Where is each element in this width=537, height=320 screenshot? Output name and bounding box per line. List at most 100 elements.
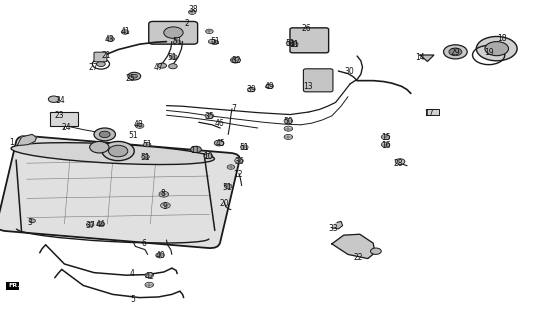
Circle shape: [145, 282, 154, 287]
Text: 7: 7: [231, 104, 236, 113]
FancyBboxPatch shape: [149, 21, 198, 44]
Text: 23: 23: [54, 111, 64, 120]
Circle shape: [164, 27, 183, 38]
Circle shape: [444, 45, 467, 59]
Text: 14: 14: [416, 53, 425, 62]
Circle shape: [235, 158, 243, 163]
Circle shape: [395, 159, 405, 164]
Text: 1: 1: [10, 138, 14, 147]
Text: 48: 48: [134, 120, 143, 129]
Text: 26: 26: [301, 24, 311, 33]
Circle shape: [90, 141, 109, 153]
Text: 21: 21: [101, 52, 111, 60]
Text: 3: 3: [27, 218, 32, 227]
Text: 28: 28: [394, 159, 403, 168]
FancyBboxPatch shape: [290, 28, 329, 53]
Text: 8: 8: [161, 189, 165, 198]
Circle shape: [131, 74, 137, 78]
Text: 25: 25: [125, 74, 135, 83]
FancyBboxPatch shape: [0, 136, 240, 248]
Text: 35: 35: [205, 112, 214, 121]
Text: 12: 12: [233, 170, 243, 179]
Text: 51: 51: [168, 53, 177, 62]
Text: 46: 46: [215, 119, 224, 128]
Circle shape: [291, 42, 298, 46]
Text: 51: 51: [141, 153, 150, 162]
Circle shape: [211, 40, 219, 44]
Text: 4: 4: [129, 269, 134, 278]
Circle shape: [128, 72, 141, 80]
Circle shape: [371, 248, 381, 254]
Text: 43: 43: [105, 35, 114, 44]
Circle shape: [205, 113, 214, 118]
Text: 38: 38: [188, 5, 198, 14]
Circle shape: [29, 219, 35, 223]
Text: 37: 37: [85, 221, 95, 230]
Circle shape: [107, 37, 114, 41]
Circle shape: [230, 57, 240, 63]
Circle shape: [156, 253, 164, 258]
Circle shape: [284, 118, 293, 124]
Circle shape: [290, 42, 297, 46]
Polygon shape: [332, 221, 343, 229]
Text: 42: 42: [144, 272, 154, 281]
Circle shape: [142, 155, 149, 159]
Text: 51: 51: [142, 140, 152, 149]
Text: 31: 31: [289, 40, 299, 49]
Circle shape: [143, 142, 151, 147]
Text: 6: 6: [141, 239, 147, 248]
Circle shape: [161, 203, 170, 208]
Text: 10: 10: [204, 152, 213, 161]
Circle shape: [241, 145, 248, 149]
Ellipse shape: [11, 143, 214, 164]
Circle shape: [248, 87, 255, 92]
Text: 50: 50: [284, 117, 293, 126]
Text: 9: 9: [162, 202, 168, 211]
Text: 22: 22: [354, 253, 364, 262]
Text: 17: 17: [424, 109, 433, 118]
Circle shape: [286, 41, 294, 45]
Text: 29: 29: [451, 48, 460, 57]
Circle shape: [159, 191, 169, 197]
Text: 24: 24: [62, 124, 71, 132]
Circle shape: [214, 140, 224, 146]
Polygon shape: [17, 134, 37, 146]
Text: 47: 47: [154, 63, 163, 72]
Circle shape: [169, 64, 177, 69]
Text: 16: 16: [381, 141, 390, 150]
Text: 32: 32: [231, 56, 241, 65]
Text: 11: 11: [190, 146, 200, 155]
Circle shape: [135, 123, 144, 128]
Circle shape: [86, 222, 94, 227]
Circle shape: [102, 141, 134, 161]
Circle shape: [485, 42, 509, 56]
Circle shape: [97, 61, 105, 67]
Text: 13: 13: [303, 82, 313, 91]
Text: 51: 51: [240, 143, 249, 152]
Text: 41: 41: [120, 27, 130, 36]
FancyBboxPatch shape: [50, 112, 78, 126]
Text: FR.: FR.: [9, 283, 20, 288]
Circle shape: [108, 145, 128, 157]
Circle shape: [232, 58, 241, 63]
Text: 36: 36: [235, 157, 244, 166]
FancyBboxPatch shape: [94, 52, 107, 62]
Text: 18: 18: [497, 34, 507, 43]
Circle shape: [284, 126, 293, 131]
Text: 2: 2: [185, 20, 189, 28]
Text: 40: 40: [155, 252, 165, 260]
Circle shape: [99, 131, 110, 138]
Text: 27: 27: [89, 63, 98, 72]
Circle shape: [94, 128, 115, 141]
Text: 15: 15: [381, 133, 390, 142]
Text: 51: 51: [210, 37, 220, 46]
Text: 5: 5: [130, 295, 136, 304]
Text: 33: 33: [328, 224, 338, 233]
Circle shape: [381, 142, 390, 147]
Circle shape: [170, 55, 177, 59]
Text: 19: 19: [484, 48, 494, 57]
Circle shape: [449, 48, 462, 56]
Circle shape: [381, 134, 390, 140]
Polygon shape: [332, 234, 375, 259]
Text: 51: 51: [172, 37, 182, 46]
